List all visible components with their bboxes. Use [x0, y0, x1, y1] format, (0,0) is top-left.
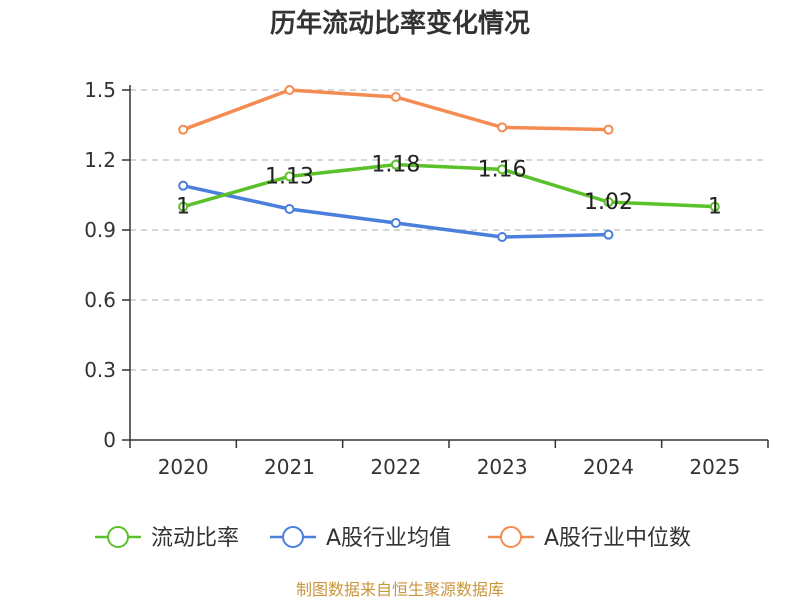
legend-marker: [500, 526, 522, 548]
source-note: 制图数据来自恒生聚源数据库: [296, 580, 504, 599]
y-tick-label: 1.2: [84, 148, 116, 172]
x-tick-label: 2022: [370, 455, 421, 479]
data-point[interactable]: [178, 180, 189, 191]
data-point[interactable]: [390, 218, 401, 228]
x-axis-ticks: 2020 2021 2022 2023 2024 2025: [129, 440, 769, 479]
y-tick-label: 0: [103, 428, 116, 452]
legend-item[interactable]: A股行业均值: [270, 526, 451, 551]
legend-label: A股行业均值: [326, 526, 451, 551]
data-point[interactable]: [390, 92, 401, 102]
data-label: 1.16: [478, 157, 527, 182]
data-point[interactable]: [284, 171, 295, 182]
data-point[interactable]: [603, 197, 614, 207]
x-tick-label: 2020: [158, 455, 209, 479]
data-point[interactable]: [178, 124, 189, 135]
y-tick-label: 0.6: [84, 288, 116, 312]
y-axis-ticks: 0 0.3 0.6 0.9 1.2 1.5: [84, 78, 130, 452]
data-point[interactable]: [603, 229, 614, 240]
legend-item[interactable]: 流动比率: [95, 526, 239, 551]
data-label: 1.13: [265, 164, 314, 189]
y-tick-label: 0.3: [84, 358, 116, 382]
legend[interactable]: 流动比率 A股行业均值 A股行业中位数: [95, 526, 691, 551]
data-point[interactable]: [709, 201, 720, 212]
chart-title: 历年流动比率变化情况: [270, 8, 530, 39]
legend-marker: [107, 526, 129, 548]
data-point[interactable]: [284, 204, 295, 214]
legend-item[interactable]: A股行业中位数: [488, 526, 691, 551]
x-tick-label: 2021: [264, 455, 315, 479]
data-point[interactable]: [390, 159, 401, 170]
x-tick-label: 2025: [689, 455, 740, 479]
legend-marker: [282, 526, 304, 548]
y-tick-label: 1.5: [84, 78, 116, 102]
data-label: 1.02: [584, 190, 633, 215]
y-tick-label: 0.9: [84, 218, 116, 242]
data-label: 1: [708, 195, 722, 220]
data-labels: 1 1.13 1.18 1.16 1.02 1: [176, 153, 722, 220]
data-point[interactable]: [284, 85, 295, 95]
data-label: 1: [176, 195, 190, 220]
data-point[interactable]: [497, 232, 508, 242]
data-point[interactable]: [603, 124, 614, 135]
series-group: [178, 85, 720, 242]
data-label: 1.18: [371, 153, 420, 178]
data-point[interactable]: [497, 122, 508, 133]
data-point[interactable]: [178, 201, 189, 212]
axes: [129, 85, 768, 441]
legend-label: 流动比率: [151, 526, 239, 551]
series-line: [182, 162, 715, 209]
data-point[interactable]: [497, 164, 508, 175]
x-tick-label: 2024: [583, 455, 634, 479]
x-tick-label: 2023: [477, 455, 528, 479]
legend-label: A股行业中位数: [544, 526, 691, 551]
